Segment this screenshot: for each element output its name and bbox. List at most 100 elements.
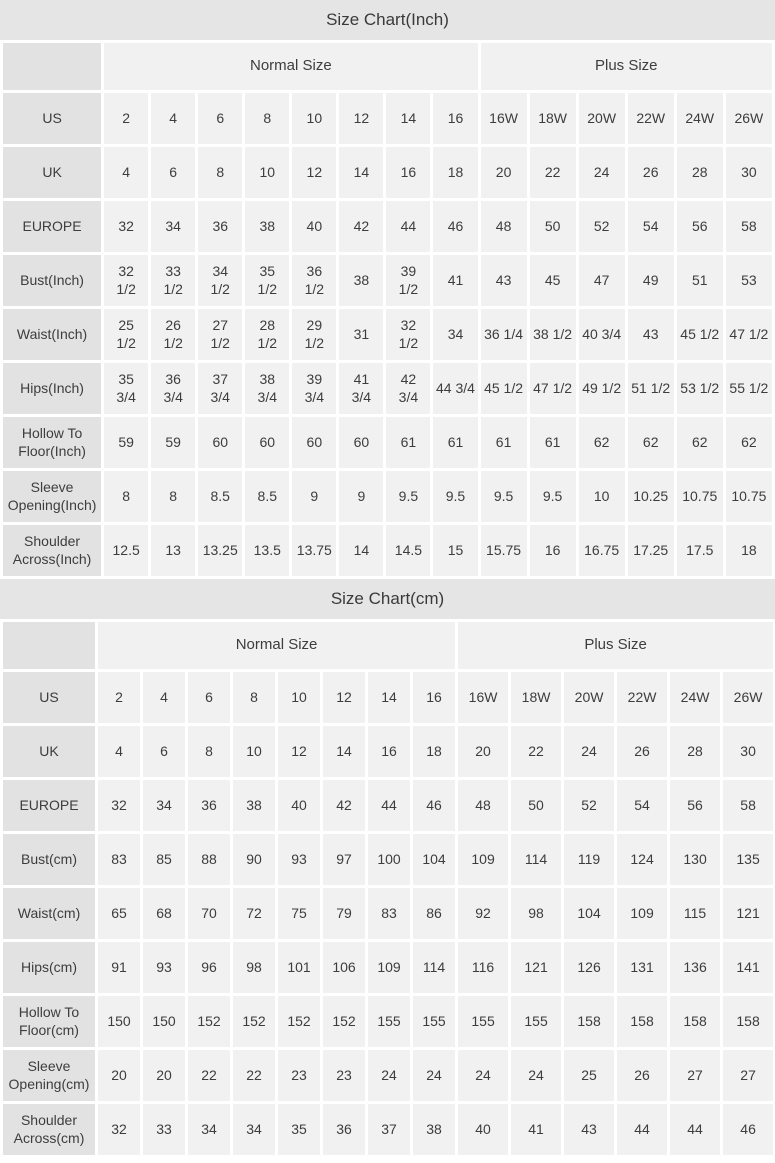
size-cell: 62 — [725, 417, 772, 468]
size-cell: 24 — [458, 1050, 509, 1101]
size-value: 9.5 — [493, 487, 514, 504]
size-cell: 98 — [511, 888, 562, 939]
size-cell: 40 3/4 — [578, 309, 625, 360]
size-cell: 41 — [433, 255, 478, 306]
size-value: 33 — [156, 1120, 172, 1137]
size-cell: 44 — [368, 780, 410, 831]
size-cell: 14 — [339, 525, 384, 576]
size-cell: 18 — [433, 147, 478, 198]
size-value: 8.5 — [210, 487, 230, 504]
size-cell: 36 — [188, 780, 230, 831]
size-cell: 9 — [339, 471, 384, 522]
size-value: 6 — [205, 688, 213, 705]
size-value: 22 — [528, 742, 544, 759]
size-cell: 22W — [617, 672, 668, 723]
size-cell: 32 1/2 — [386, 309, 431, 360]
size-cell: 60 — [292, 417, 337, 468]
size-cell: 131 — [617, 942, 668, 993]
size-value: 115 — [683, 904, 707, 921]
size-cell: 51 1/2 — [627, 363, 674, 414]
size-value: 35 — [291, 1120, 307, 1137]
size-cell: 32 1/2 — [104, 255, 149, 306]
size-cell: 12 — [278, 726, 320, 777]
row-label: US — [3, 672, 95, 723]
size-cell: 15.75 — [480, 525, 527, 576]
size-cell: 34 — [233, 1104, 275, 1155]
size-cell: 10.75 — [676, 471, 723, 522]
size-cell: 35 3/4 — [104, 363, 149, 414]
size-value: 104 — [577, 904, 601, 921]
size-cell: 34 — [188, 1104, 230, 1155]
size-value: 54 — [634, 796, 650, 813]
size-cell: 18 — [725, 525, 772, 576]
size-value: 150 — [107, 1012, 131, 1029]
size-cell: 152 — [323, 996, 365, 1047]
row-label: Shoulder Across(Inch) — [3, 525, 102, 576]
size-value: 58 — [740, 796, 756, 813]
size-value: 8 — [216, 163, 225, 180]
size-value: 51 1/2 — [631, 379, 671, 396]
size-cell: 114 — [511, 834, 562, 885]
size-cell: 42 — [323, 780, 365, 831]
size-cell: 34 — [433, 309, 478, 360]
size-cell: 22 — [511, 726, 562, 777]
size-value: 14 — [336, 742, 352, 759]
size-value: 39 1/2 — [398, 263, 419, 297]
size-value: 23 — [336, 1066, 352, 1083]
size-value: 22W — [627, 688, 657, 705]
size-cell: 55 1/2 — [725, 363, 772, 414]
size-cell: 10 — [292, 93, 337, 144]
size-cell: 26W — [723, 672, 774, 723]
size-value: 41 — [447, 271, 464, 288]
size-value: 47 1/2 — [533, 379, 573, 396]
size-cell: 83 — [368, 888, 410, 939]
row-label: Sleeve Opening(Inch) — [3, 471, 102, 522]
size-value: 114 — [524, 850, 548, 867]
size-value: 96 — [201, 958, 217, 975]
size-cell: 83 — [98, 834, 140, 885]
size-value: 42 3/4 — [398, 371, 419, 405]
size-chart-cm-table: Normal Size Plus Size US 2 4 6 8 10 12 14 16 16W 18W… — [0, 619, 775, 1158]
size-value: 152 — [287, 1012, 311, 1029]
size-value: 25 — [581, 1066, 597, 1083]
size-cell: 4 — [104, 147, 149, 198]
size-cell: 60 — [245, 417, 290, 468]
size-cell: 15 — [433, 525, 478, 576]
size-value: 44 3/4 — [436, 379, 475, 396]
size-cell: 10 — [233, 726, 275, 777]
size-cell: 8.5 — [245, 471, 290, 522]
size-cell: 30 — [723, 726, 774, 777]
size-cell: 136 — [670, 942, 721, 993]
size-value: 54 — [642, 217, 659, 234]
size-value: 6 — [169, 163, 178, 180]
size-value: 12 — [353, 109, 370, 126]
row-label: Hips(Inch) — [3, 363, 102, 414]
size-cell: 155 — [413, 996, 456, 1047]
size-cell: 104 — [413, 834, 456, 885]
size-cell: 85 — [143, 834, 185, 885]
size-value: 16W — [468, 688, 498, 705]
size-value: 136 — [683, 958, 707, 975]
size-value: 38 — [259, 217, 276, 234]
size-value: 121 — [736, 904, 760, 921]
size-cell: 24 — [368, 1050, 410, 1101]
size-value: 14 — [400, 109, 417, 126]
size-cell: 29 1/2 — [292, 309, 337, 360]
size-cell: 20 — [458, 726, 509, 777]
size-value: 51 — [691, 271, 708, 288]
size-value: 33 1/2 — [163, 263, 183, 297]
size-value: 93 — [156, 958, 172, 975]
size-cell: 70 — [188, 888, 230, 939]
size-chart-inch-table: Normal Size Plus Size US 2 4 6 8 10 12 14 16 16W 18W… — [0, 40, 775, 579]
size-value: 37 3/4 — [210, 371, 230, 405]
size-value: 36 1/2 — [304, 263, 325, 297]
row-label: EUROPE — [3, 201, 102, 252]
table-row: Hips(cm) 91 93 96 98 101 106 109 114 116 121 126 131… — [3, 942, 774, 993]
size-cell: 61 — [529, 417, 576, 468]
size-cell: 104 — [564, 888, 615, 939]
size-value: 68 — [156, 904, 172, 921]
size-value: 10 — [246, 742, 262, 759]
size-cell: 50 — [511, 780, 562, 831]
size-value: 22 — [246, 1066, 262, 1083]
size-value: 34 — [201, 1120, 217, 1137]
